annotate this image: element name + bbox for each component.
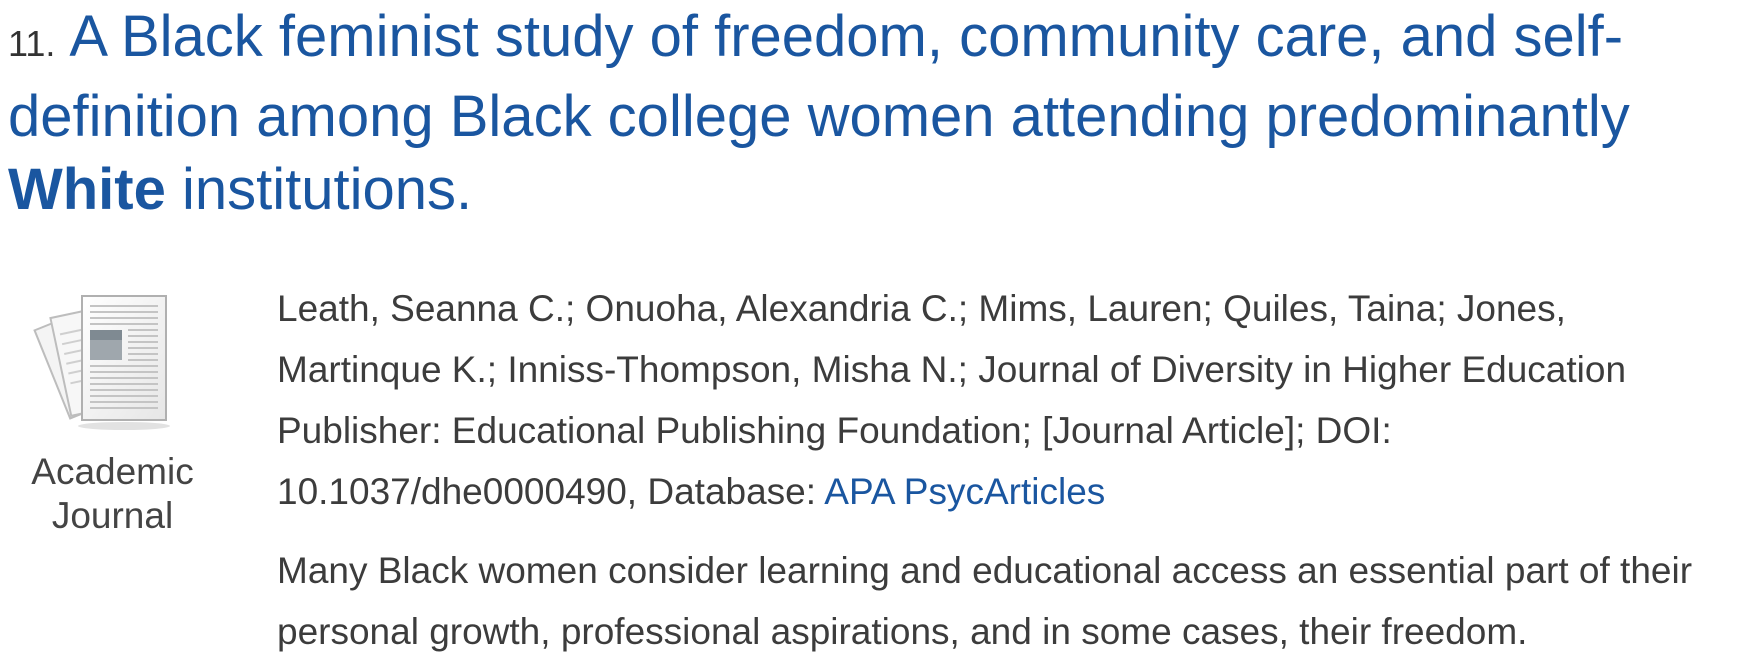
result-title-link[interactable]: A Black feminist study of freedom, commu…	[8, 4, 1630, 222]
title-highlight: White	[8, 157, 166, 222]
title-text-part1: A Black feminist study of freedom, commu…	[8, 4, 1630, 149]
database-link[interactable]: APA PsycArticles	[824, 471, 1106, 512]
result-details: Leath, Seanna C.; Onuoha, Alexandria C.;…	[277, 278, 1732, 522]
result-number: 11.	[8, 23, 56, 64]
publication-type-label-line2: Journal	[51, 495, 174, 536]
result-title-block: 11. A Black feminist study of freedom, co…	[8, 0, 1728, 226]
result-citation-text: Leath, Seanna C.; Onuoha, Alexandria C.;…	[277, 288, 1627, 512]
publication-type: Academic Journal	[30, 290, 195, 538]
result-abstract: Many Black women consider learning and e…	[277, 550, 1693, 652]
journal-document-icon	[33, 295, 170, 430]
publication-type-label-line1: Academic	[31, 451, 194, 492]
title-text-part2: institutions.	[165, 157, 473, 222]
